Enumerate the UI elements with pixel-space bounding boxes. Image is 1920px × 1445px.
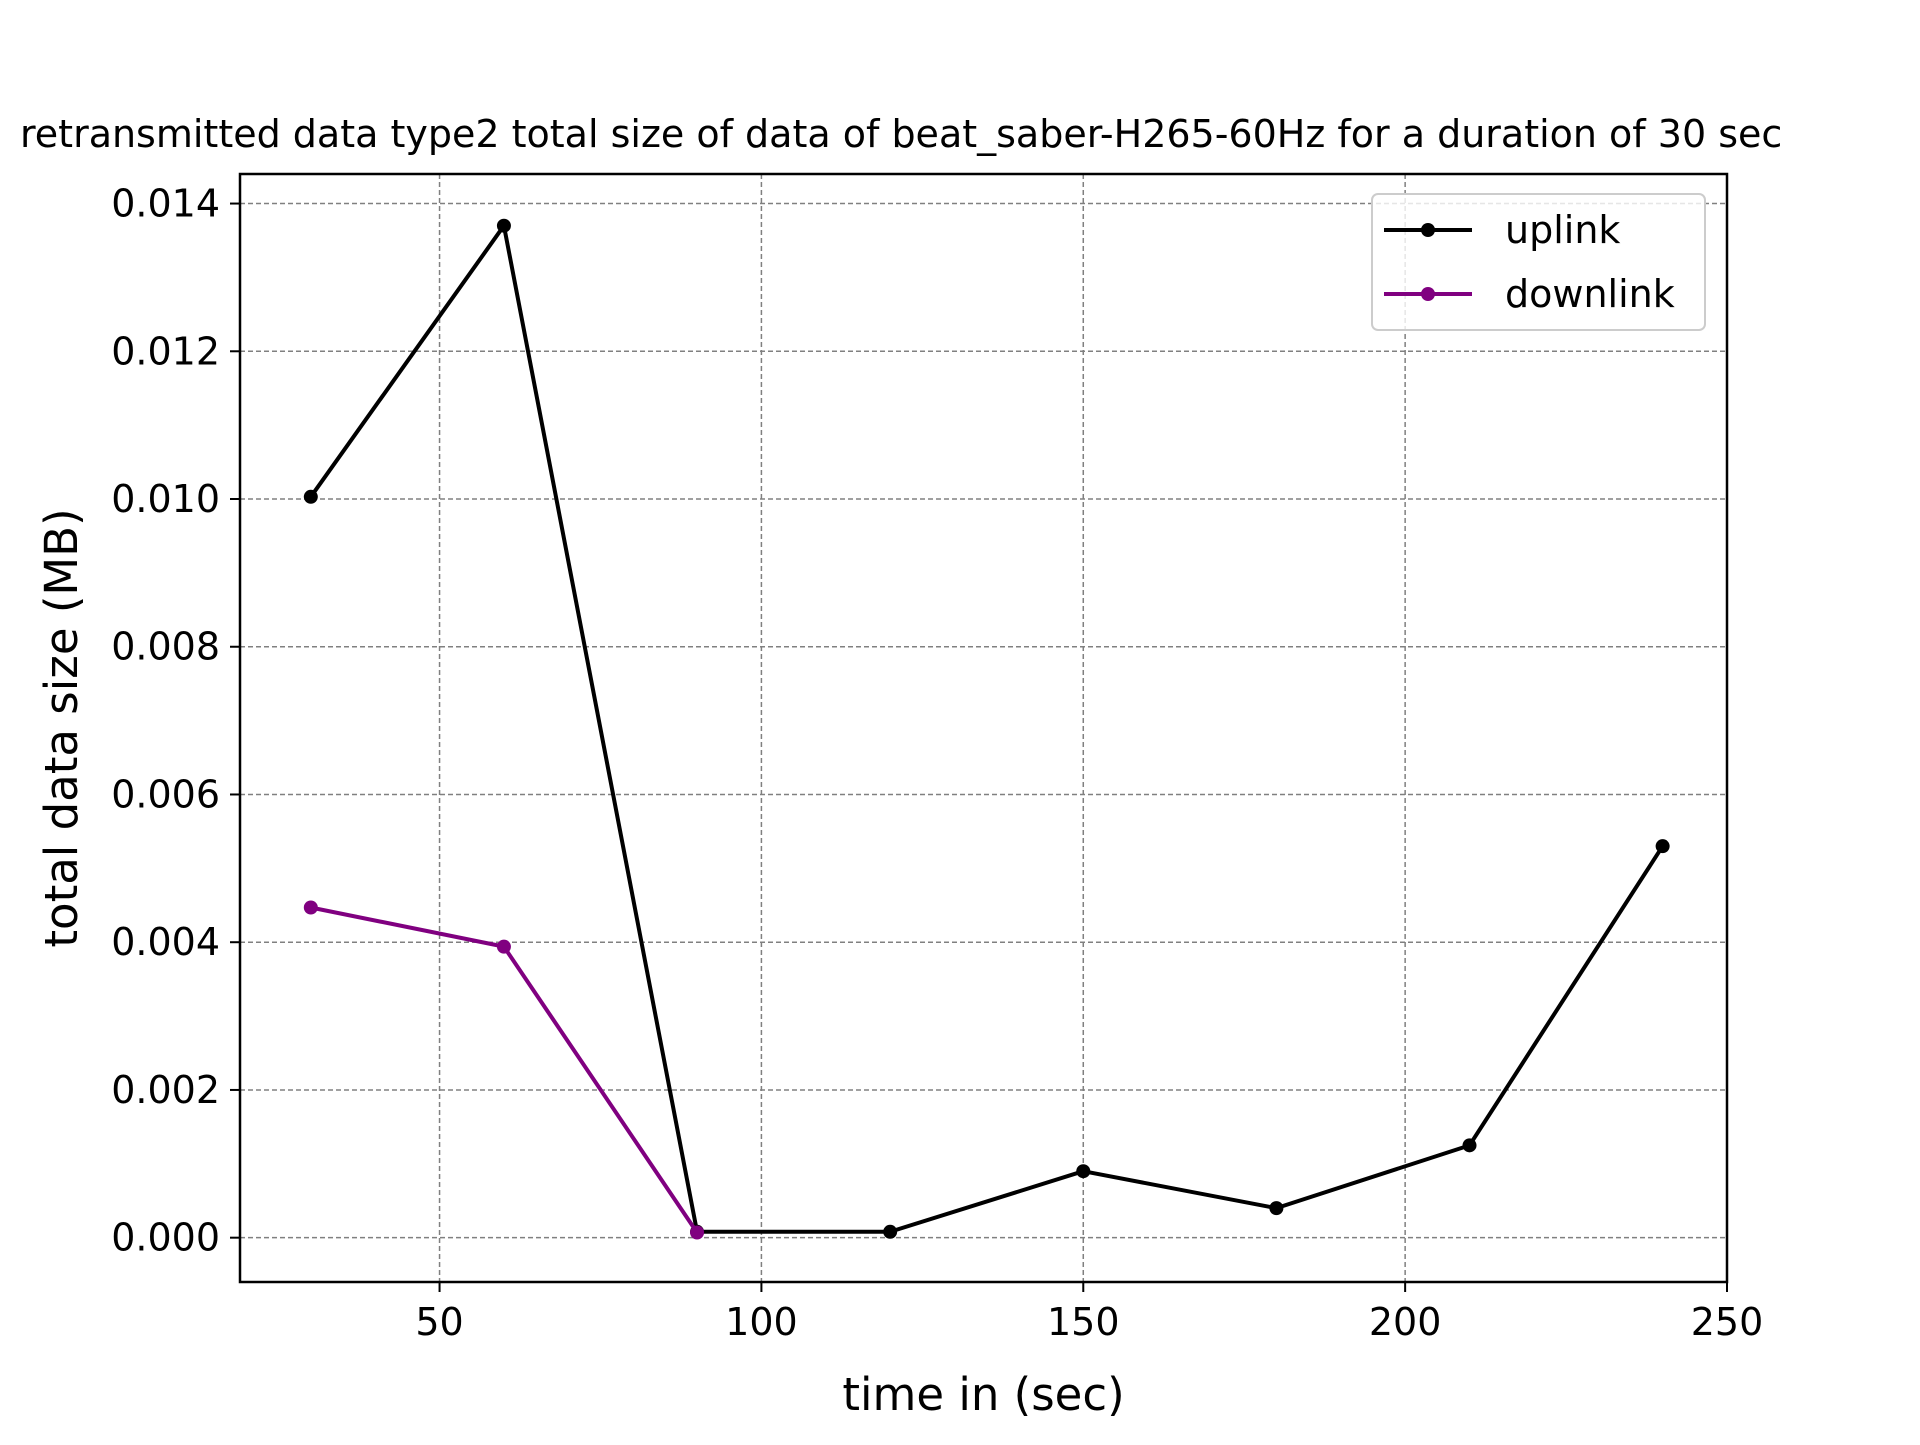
y-axis-title: total data size (MB)	[35, 508, 88, 947]
y-tick-label: 0.010	[111, 477, 220, 521]
x-tick-label: 250	[1691, 1300, 1764, 1344]
legend-marker-uplink	[1421, 223, 1435, 237]
legend: uplink downlink	[1371, 193, 1706, 331]
data-point-downlink	[303, 900, 318, 915]
data-point-uplink	[496, 218, 511, 233]
plot-area-frame	[238, 172, 1729, 1284]
series-layer	[303, 218, 1670, 1240]
legend-marker-downlink	[1421, 287, 1435, 301]
x-tick-label: 50	[415, 1300, 463, 1344]
data-point-uplink	[883, 1224, 898, 1239]
data-point-uplink	[1076, 1164, 1091, 1179]
axis-ticks: 50 100 150 200 250 0.000 0.002 0.004 0.006 0.008 0…	[111, 182, 1763, 1344]
legend-label-uplink: uplink	[1505, 208, 1620, 252]
x-tick-label: 100	[725, 1300, 798, 1344]
data-point-downlink	[496, 939, 511, 954]
grid	[240, 174, 1728, 1282]
x-tick-label: 150	[1047, 1300, 1120, 1344]
data-point-uplink	[1655, 839, 1670, 854]
x-axis-title: time in (sec)	[842, 1368, 1124, 1421]
data-point-downlink	[690, 1225, 705, 1240]
y-tick-label: 0.000	[111, 1216, 220, 1260]
chart-title: retransmitted data type2 total size of d…	[20, 112, 1782, 156]
series-line-uplink	[309, 223, 1665, 1234]
y-tick-label: 0.012	[111, 329, 220, 373]
x-tick-label: 200	[1369, 1300, 1442, 1344]
legend-label-downlink: downlink	[1505, 272, 1675, 316]
y-tick-label: 0.004	[111, 920, 220, 964]
data-point-uplink	[1462, 1138, 1477, 1153]
y-tick-label: 0.002	[111, 1068, 220, 1112]
y-tick-label: 0.014	[111, 182, 220, 226]
data-point-uplink	[303, 489, 318, 504]
y-tick-label: 0.008	[111, 625, 220, 669]
data-point-uplink	[1269, 1201, 1284, 1216]
y-tick-label: 0.006	[111, 772, 220, 816]
